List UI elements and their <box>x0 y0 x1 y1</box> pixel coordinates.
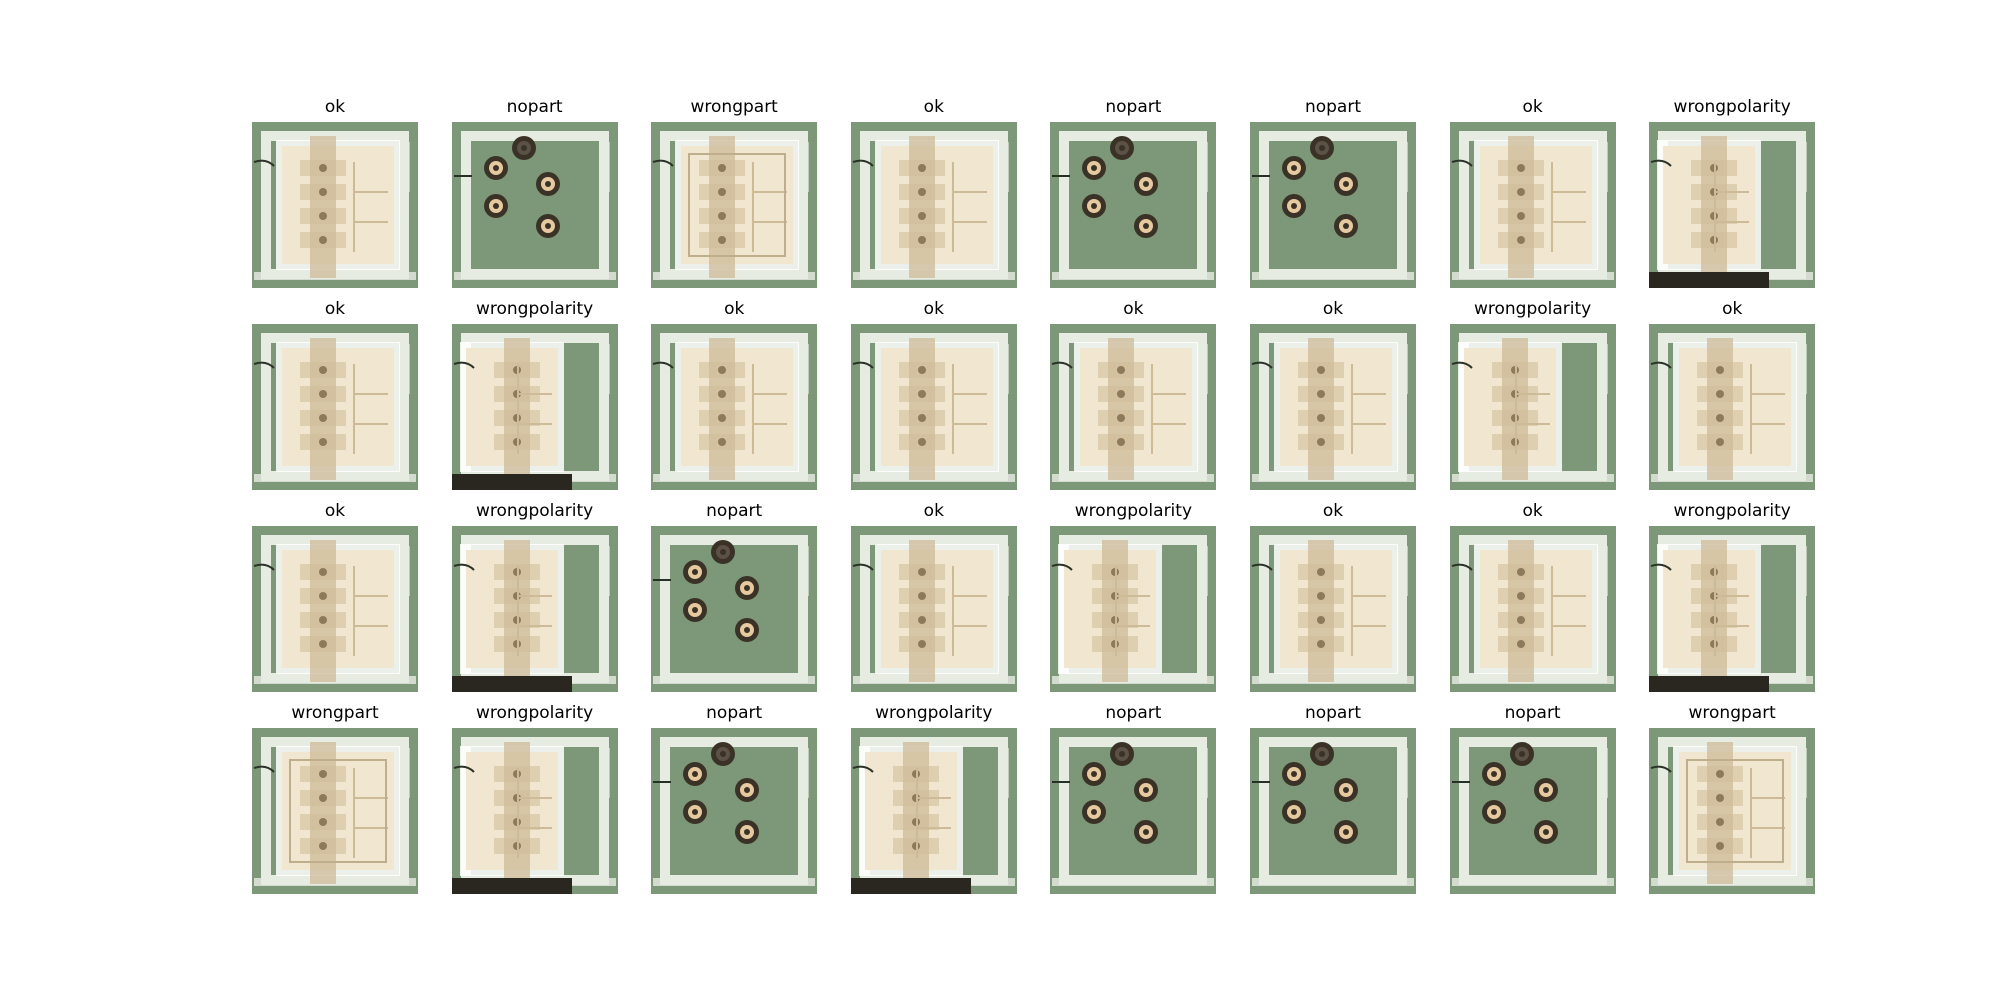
cell-label: ok <box>324 501 346 521</box>
cell-label: wrongpolarity <box>475 299 594 319</box>
connector-thumbnail <box>1449 324 1616 490</box>
connector-thumbnail <box>651 728 818 894</box>
cell-label: nopart <box>706 703 763 723</box>
grid-cell: wrongpolarity <box>1449 298 1616 490</box>
grid-cell: ok <box>1250 298 1416 490</box>
grid-cell: nopart <box>1449 702 1616 894</box>
grid-cell: wrongpolarity <box>451 298 618 490</box>
cell-label: nopart <box>1105 703 1162 723</box>
cell-label: nopart <box>1304 97 1362 117</box>
grid-cell: nopart <box>651 702 818 894</box>
cell-label: ok <box>1722 299 1743 319</box>
grid-cell: ok <box>1050 298 1217 490</box>
connector-thumbnail <box>1250 526 1416 692</box>
connector-thumbnail <box>850 324 1017 490</box>
connector-thumbnail <box>451 526 618 692</box>
connector-thumbnail <box>252 728 418 894</box>
grid-cell: ok <box>252 500 418 692</box>
connector-thumbnail <box>1649 324 1816 490</box>
connector-thumbnail <box>1050 122 1217 288</box>
connector-thumbnail <box>1449 728 1616 894</box>
connector-thumbnail <box>1449 122 1616 288</box>
grid-cell: nopart <box>1250 702 1416 894</box>
connector-thumbnail <box>1250 324 1416 490</box>
connector-thumbnail <box>1449 526 1616 692</box>
grid-cell: wrongpart <box>651 96 818 288</box>
connector-thumbnail <box>1050 324 1217 490</box>
grid-cell: ok <box>252 96 418 288</box>
cell-label: ok <box>923 501 944 521</box>
connector-thumbnail <box>651 526 818 692</box>
grid-cell: ok <box>651 298 818 490</box>
grid-cell: ok <box>1649 298 1816 490</box>
cell-label: ok <box>724 299 745 319</box>
grid-cell: nopart <box>451 96 618 288</box>
grid-cell: wrongpolarity <box>850 702 1017 894</box>
connector-thumbnail <box>1050 526 1217 692</box>
cell-label: nopart <box>1105 97 1162 117</box>
connector-thumbnail <box>451 122 618 288</box>
grid-cell: wrongpolarity <box>451 500 618 692</box>
cell-label: ok <box>1522 501 1543 521</box>
grid-cell: ok <box>850 298 1017 490</box>
grid-cell: wrongpolarity <box>1649 500 1816 692</box>
cell-label: ok <box>923 97 944 117</box>
cell-label: ok <box>923 299 944 319</box>
grid-cell: ok <box>1449 500 1616 692</box>
grid-cell: nopart <box>1050 702 1217 894</box>
connector-thumbnail <box>1250 728 1416 894</box>
connector-thumbnail <box>1250 122 1416 288</box>
connector-thumbnail <box>1050 728 1217 894</box>
cell-label: nopart <box>1304 703 1362 723</box>
connector-thumbnail <box>1649 526 1816 692</box>
connector-thumbnail <box>451 324 618 490</box>
connector-thumbnail <box>451 728 618 894</box>
grid-cell: ok <box>252 298 418 490</box>
grid-cell: ok <box>1449 96 1616 288</box>
cell-label: nopart <box>506 97 563 117</box>
grid-cell: ok <box>850 500 1017 692</box>
connector-thumbnail <box>1649 728 1816 894</box>
connector-thumbnail <box>1649 122 1816 288</box>
connector-thumbnail <box>252 122 418 288</box>
grid-cell: wrongpart <box>1649 702 1816 894</box>
grid-cell: nopart <box>1050 96 1217 288</box>
cell-label: ok <box>1123 299 1144 319</box>
cell-label: ok <box>1522 97 1543 117</box>
cell-label: ok <box>324 97 346 117</box>
cell-label: nopart <box>706 501 763 521</box>
grid-cell: ok <box>850 96 1017 288</box>
grid-cell: nopart <box>1250 96 1416 288</box>
grid-cell: wrongpolarity <box>451 702 618 894</box>
connector-thumbnail <box>850 122 1017 288</box>
connector-thumbnail <box>850 728 1017 894</box>
cell-label: wrongpolarity <box>1473 299 1592 319</box>
grid-cell: ok <box>1250 500 1416 692</box>
cell-label: wrongpart <box>690 97 778 117</box>
cell-label: wrongpolarity <box>875 703 993 723</box>
connector-thumbnail <box>252 324 418 490</box>
cell-label: ok <box>324 299 346 319</box>
cell-label: wrongpolarity <box>1673 97 1791 117</box>
grid-cell: wrongpolarity <box>1649 96 1816 288</box>
grid-cell: wrongpolarity <box>1050 500 1217 692</box>
connector-thumbnail <box>252 526 418 692</box>
cell-label: wrongpolarity <box>475 501 594 521</box>
connector-thumbnail <box>651 324 818 490</box>
cell-label: wrongpolarity <box>475 703 594 723</box>
cell-label: wrongpart <box>291 703 379 723</box>
grid-cell: wrongpart <box>252 702 418 894</box>
cell-label: wrongpolarity <box>1673 501 1791 521</box>
cell-label: nopart <box>1504 703 1561 723</box>
cell-label: ok <box>1322 501 1344 521</box>
cell-label: wrongpart <box>1688 703 1776 723</box>
cell-label: ok <box>1322 299 1344 319</box>
connector-thumbnail <box>651 122 818 288</box>
cell-label: wrongpolarity <box>1074 501 1193 521</box>
grid-cell: nopart <box>651 500 818 692</box>
connector-thumbnail <box>850 526 1017 692</box>
